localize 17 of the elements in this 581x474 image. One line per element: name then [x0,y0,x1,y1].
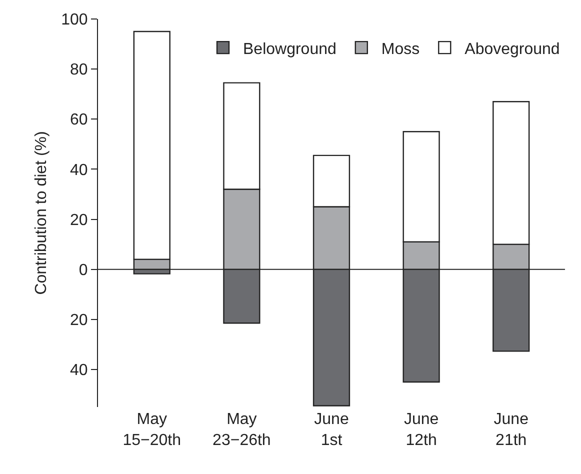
x-tick-label: June 12th [404,411,439,449]
x-tick-label: June 1st [314,411,349,449]
x-tick-label: June 21th [494,411,529,449]
legend-label: Aboveground [464,40,560,58]
x-tick-label: May 15−20th [122,411,182,449]
y-tick-label: 20 [70,212,88,229]
y-tick-label: 0 [78,262,88,279]
y-tick-label: 40 [70,362,88,380]
y-tick-label: 100 [61,12,88,29]
y-tick-label: 60 [70,112,88,129]
y-axis-title: Contribution to diet (%) [32,131,50,295]
x-tick-label: May 23−26th [212,411,271,449]
legend-label: Moss [381,40,420,58]
y-tick-label: 20 [70,312,88,329]
y-tick-label: 40 [70,162,88,179]
y-tick-label: 80 [70,62,88,79]
legend-label: Belowground [243,40,336,58]
